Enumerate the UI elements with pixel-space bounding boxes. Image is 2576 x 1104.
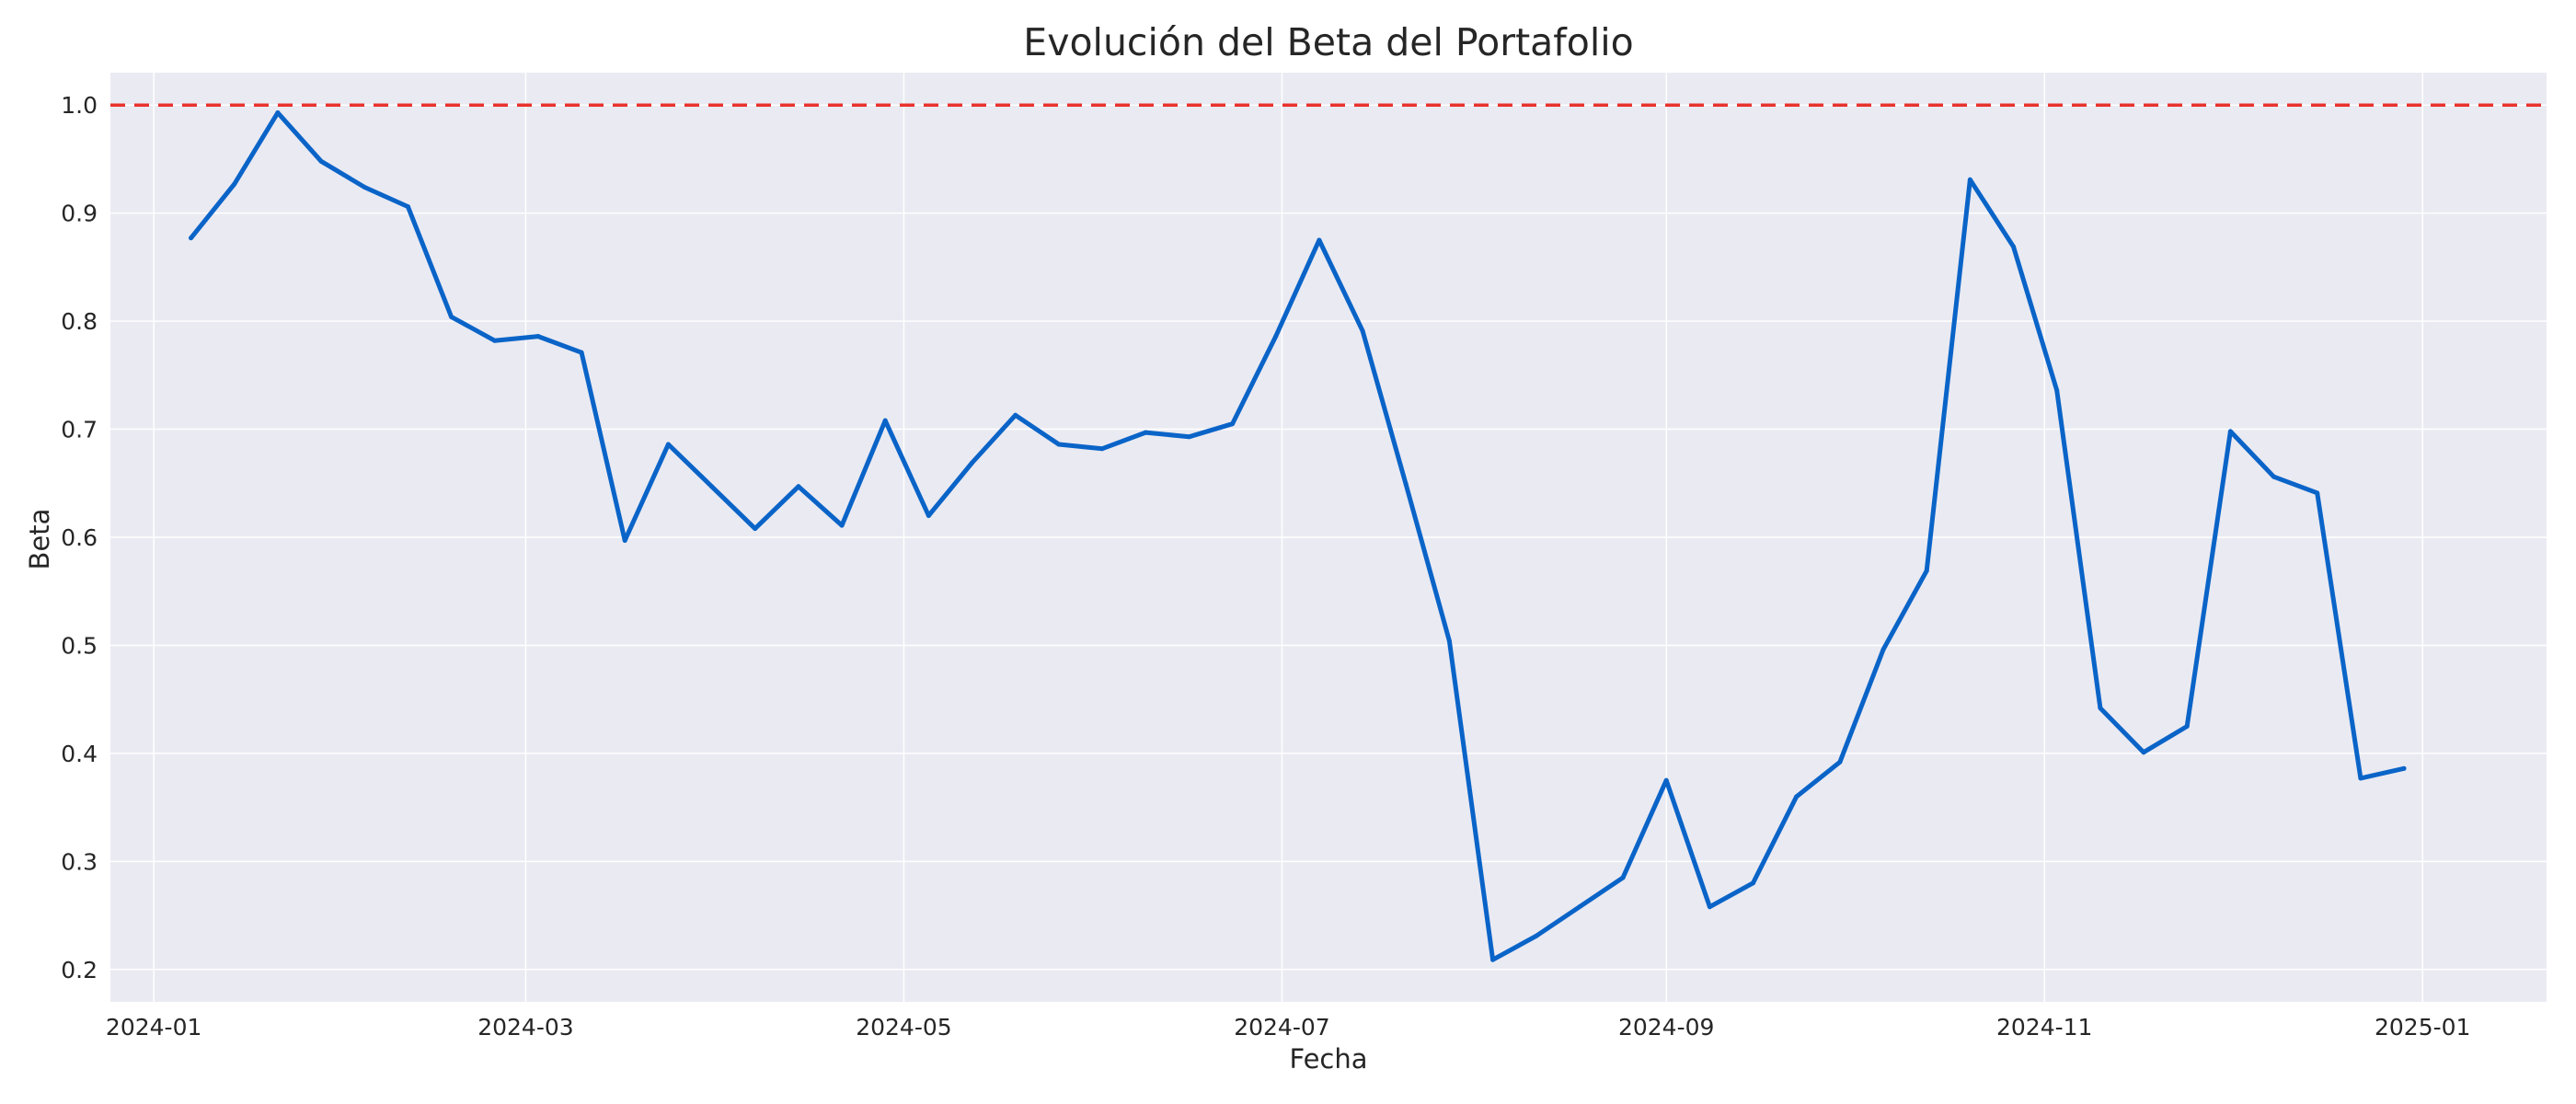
data-point (926, 513, 931, 519)
data-point (1230, 421, 1236, 427)
data-point (839, 523, 845, 528)
data-point (1924, 568, 1929, 573)
data-point (1143, 430, 1148, 435)
y-tick-label: 0.9 (61, 201, 98, 227)
data-point (665, 442, 671, 447)
data-point (189, 236, 194, 241)
data-point (2401, 765, 2407, 771)
x-tick-label: 2024-11 (1996, 1014, 2092, 1041)
data-point (753, 526, 758, 532)
data-point (1707, 904, 1712, 910)
data-point (1099, 446, 1105, 452)
data-point (1013, 412, 1018, 418)
y-tick-label: 0.5 (61, 632, 98, 659)
data-point (2054, 387, 2060, 393)
data-point (2141, 750, 2146, 755)
data-point (970, 460, 975, 466)
data-point (796, 484, 801, 489)
data-point (579, 350, 584, 355)
data-point (1534, 933, 1539, 938)
beta-series-line (189, 110, 2407, 962)
y-axis-label: Beta (24, 509, 55, 570)
data-point (622, 538, 627, 544)
data-point (1794, 794, 1800, 799)
data-point (362, 184, 367, 190)
data-point (1577, 904, 1582, 910)
data-point (882, 418, 888, 423)
data-point (1490, 957, 1496, 962)
x-axis-ticks: 2024-01 2024-03 2024-05 2024-07 2024-09 2024-… (106, 1014, 2471, 1041)
x-tick-label: 2024-03 (477, 1014, 573, 1041)
data-point (1360, 328, 1365, 334)
grid (110, 73, 2547, 1002)
data-point (1056, 442, 1062, 447)
data-point (1880, 647, 1886, 652)
y-tick-label: 0.4 (61, 741, 98, 767)
chart-title: Evolución del Beta del Portafolio (1023, 20, 1633, 64)
data-point (2184, 724, 2190, 730)
data-point (1620, 875, 1626, 880)
x-tick-label: 2024-01 (106, 1014, 201, 1041)
data-point (1317, 237, 1322, 243)
data-point (709, 484, 715, 489)
x-tick-label: 2024-05 (856, 1014, 951, 1041)
data-point (535, 334, 541, 339)
data-point (1837, 759, 1843, 765)
x-tick-label: 2025-01 (2375, 1014, 2470, 1041)
y-tick-label: 1.0 (61, 92, 98, 119)
data-point (2098, 706, 2103, 711)
y-tick-label: 0.7 (61, 417, 98, 443)
data-point (2271, 474, 2277, 479)
y-tick-label: 0.2 (61, 957, 98, 983)
data-point (1967, 177, 1972, 182)
x-tick-label: 2024-09 (1618, 1014, 1714, 1041)
data-point (492, 338, 498, 343)
y-tick-label: 0.8 (61, 308, 98, 335)
data-point (1403, 481, 1409, 487)
data-point (2358, 776, 2363, 781)
data-point (275, 109, 281, 115)
data-point (318, 158, 324, 164)
data-point (449, 314, 454, 319)
data-point (2011, 244, 2017, 249)
x-axis-label: Fecha (1289, 1043, 1367, 1075)
data-point (405, 204, 410, 210)
y-tick-label: 0.3 (61, 848, 98, 875)
data-point (1273, 334, 1279, 339)
data-point (2315, 490, 2320, 496)
data-point (1186, 434, 1191, 440)
x-tick-label: 2024-07 (1234, 1014, 1329, 1041)
y-axis-ticks: 0.2 0.3 0.4 0.5 0.6 0.7 0.8 0.9 1.0 (61, 92, 98, 983)
data-points (189, 109, 2407, 962)
data-point (1446, 638, 1452, 644)
data-point (1663, 777, 1669, 783)
data-point (2227, 429, 2233, 434)
y-tick-label: 0.6 (61, 524, 98, 551)
data-point (1751, 880, 1756, 886)
data-point (232, 181, 237, 187)
